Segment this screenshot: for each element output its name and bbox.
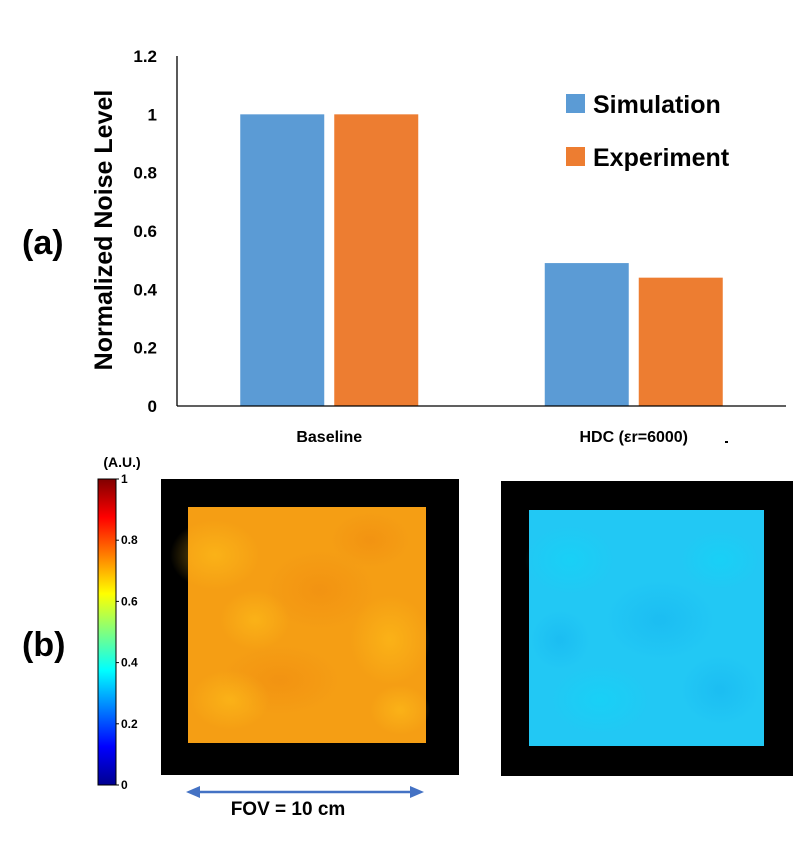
y-tick-label: 0.8 — [133, 164, 157, 183]
colorbar-tick-label: 0.4 — [121, 656, 138, 670]
fov-arrow — [186, 786, 424, 798]
heatmap-baseline — [161, 479, 459, 775]
legend: Simulation Experiment — [566, 91, 730, 172]
y-axis-label: Normalized Noise Level — [90, 90, 118, 371]
bars — [240, 114, 723, 406]
colorbar-tick-label: 0.8 — [121, 533, 138, 547]
heatmap-hdc — [501, 481, 793, 776]
y-tick-label: 0.2 — [133, 339, 157, 358]
y-tick-label: 1.2 — [133, 47, 157, 66]
colorbar-ticks: 0 0.2 0.4 0.6 0.8 1 — [116, 472, 138, 792]
y-axis-ticks: 0 0.2 0.4 0.6 0.8 1 1.2 — [133, 47, 157, 416]
legend-label-experiment: Experiment — [593, 144, 730, 172]
y-tick-label: 1 — [148, 105, 157, 124]
bar-experiment-0 — [334, 114, 419, 406]
heatmap-baseline-texture — [170, 512, 430, 735]
colorbar-title: (A.U.) — [103, 454, 140, 470]
legend-label-simulation: Simulation — [593, 91, 721, 119]
y-tick-label: 0.4 — [133, 280, 157, 299]
colorbar — [97, 478, 117, 786]
y-tick-label: 0 — [148, 397, 157, 416]
bar-simulation-1 — [544, 263, 629, 406]
colorbar-tick-label: 1 — [121, 472, 128, 486]
colorbar-tick-label: 0.2 — [121, 717, 138, 731]
colorbar-tick-label: 0 — [121, 778, 128, 792]
y-tick-label: 0.6 — [133, 222, 157, 241]
x-axis-categories: Baseline HDC (εr=6000) — [296, 429, 688, 446]
panel-label-a: (a) — [22, 224, 64, 262]
legend-swatch-simulation — [566, 94, 585, 113]
stray-mark — [725, 441, 728, 443]
x-category-label: Baseline — [296, 429, 362, 446]
fov-label: FOV = 10 cm — [231, 799, 346, 820]
bar-experiment-1 — [638, 277, 723, 406]
bar-simulation-0 — [240, 114, 325, 406]
panel-label-b: (b) — [22, 626, 65, 664]
colorbar-tick-label: 0.6 — [121, 594, 138, 608]
x-category-label: HDC (εr=6000) — [579, 429, 688, 446]
legend-swatch-experiment — [566, 147, 585, 166]
heatmap-hdc-texture — [525, 525, 760, 735]
